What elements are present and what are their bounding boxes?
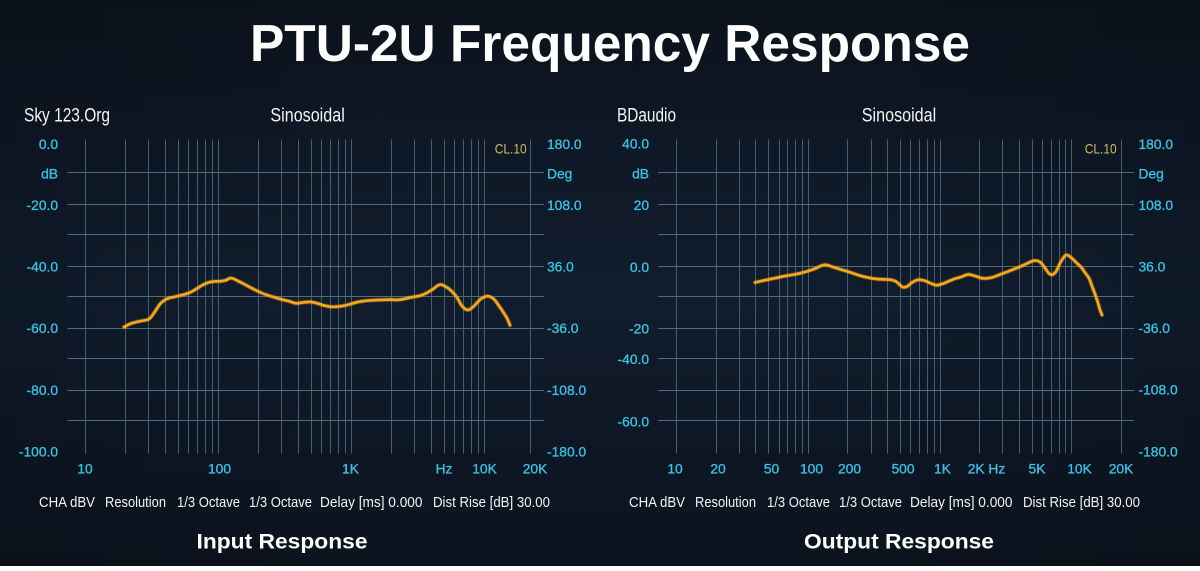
svg-text:-36.0: -36.0 [1139,321,1171,336]
svg-text:-108.0: -108.0 [547,383,586,398]
svg-text:Deg: Deg [1139,167,1164,182]
svg-text:500: 500 [891,462,914,477]
svg-text:-36.0: -36.0 [547,321,579,336]
svg-text:-40.0: -40.0 [618,352,650,367]
svg-text:PTU-2U Frequency Response: PTU-2U Frequency Response [250,15,970,73]
svg-text:-180.0: -180.0 [1139,445,1178,460]
svg-text:Output Response: Output Response [804,530,994,553]
svg-text:20K: 20K [1109,462,1134,477]
svg-text:Dist Rise [dB] 30.00: Dist Rise [dB] 30.00 [1023,495,1140,511]
svg-text:36.0: 36.0 [547,260,574,275]
svg-text:1/3 Octave: 1/3 Octave [839,495,902,511]
svg-text:100: 100 [208,462,231,477]
svg-text:Sky 123.Org: Sky 123.Org [24,104,110,126]
svg-text:Delay [ms] 0.000: Delay [ms] 0.000 [320,495,423,511]
svg-text:5K: 5K [1029,462,1047,477]
svg-text:-80.0: -80.0 [27,383,59,398]
svg-text:Sinosoidal: Sinosoidal [862,104,936,126]
svg-text:0.0: 0.0 [630,260,650,275]
svg-text:Hz: Hz [436,462,453,477]
svg-text:Sinosoidal: Sinosoidal [270,104,344,126]
svg-text:-60.0: -60.0 [618,415,650,430]
svg-text:108.0: 108.0 [1139,198,1174,213]
svg-text:1/3 Octave: 1/3 Octave [177,495,240,511]
svg-text:Deg: Deg [547,167,572,182]
svg-text:Resolution: Resolution [105,495,166,511]
svg-text:-180.0: -180.0 [547,445,586,460]
svg-text:180.0: 180.0 [547,137,582,152]
svg-text:CL.10: CL.10 [1085,142,1117,157]
svg-text:Delay [ms] 0.000: Delay [ms] 0.000 [910,495,1013,511]
svg-text:CHA dBV: CHA dBV [629,495,685,511]
svg-text:-40.0: -40.0 [27,260,59,275]
svg-text:200: 200 [838,462,861,477]
svg-text:10: 10 [667,462,683,477]
svg-text:10K: 10K [1067,462,1092,477]
svg-text:10: 10 [77,462,93,477]
svg-text:CL.10: CL.10 [495,142,527,157]
svg-text:dB: dB [41,167,58,182]
svg-text:2K Hz: 2K Hz [968,462,1006,477]
svg-text:10K: 10K [472,462,497,477]
svg-text:1/3 Octave: 1/3 Octave [767,495,830,511]
svg-text:180.0: 180.0 [1139,137,1174,152]
svg-text:-20: -20 [629,322,649,337]
svg-text:-20.0: -20.0 [27,198,59,213]
svg-text:0.0: 0.0 [39,137,59,152]
svg-text:-100.0: -100.0 [19,445,58,460]
svg-text:Input Response: Input Response [197,530,368,553]
svg-text:100: 100 [800,462,823,477]
svg-text:Resolution: Resolution [695,495,756,511]
svg-text:Dist Rise [dB] 30.00: Dist Rise [dB] 30.00 [433,495,550,511]
svg-text:108.0: 108.0 [547,198,582,213]
svg-text:40.0: 40.0 [622,137,649,152]
svg-text:20: 20 [634,198,650,213]
svg-text:1K: 1K [342,462,360,477]
svg-text:-108.0: -108.0 [1139,383,1178,398]
svg-text:1K: 1K [934,462,952,477]
svg-text:20K: 20K [523,462,548,477]
svg-text:36.0: 36.0 [1139,260,1166,275]
svg-text:20: 20 [710,462,726,477]
svg-text:-60.0: -60.0 [27,321,59,336]
svg-text:50: 50 [764,462,780,477]
svg-text:1/3 Octave: 1/3 Octave [249,495,312,511]
svg-text:dB: dB [632,167,649,182]
svg-text:BDaudio: BDaudio [617,104,676,126]
svg-text:CHA dBV: CHA dBV [39,495,95,511]
